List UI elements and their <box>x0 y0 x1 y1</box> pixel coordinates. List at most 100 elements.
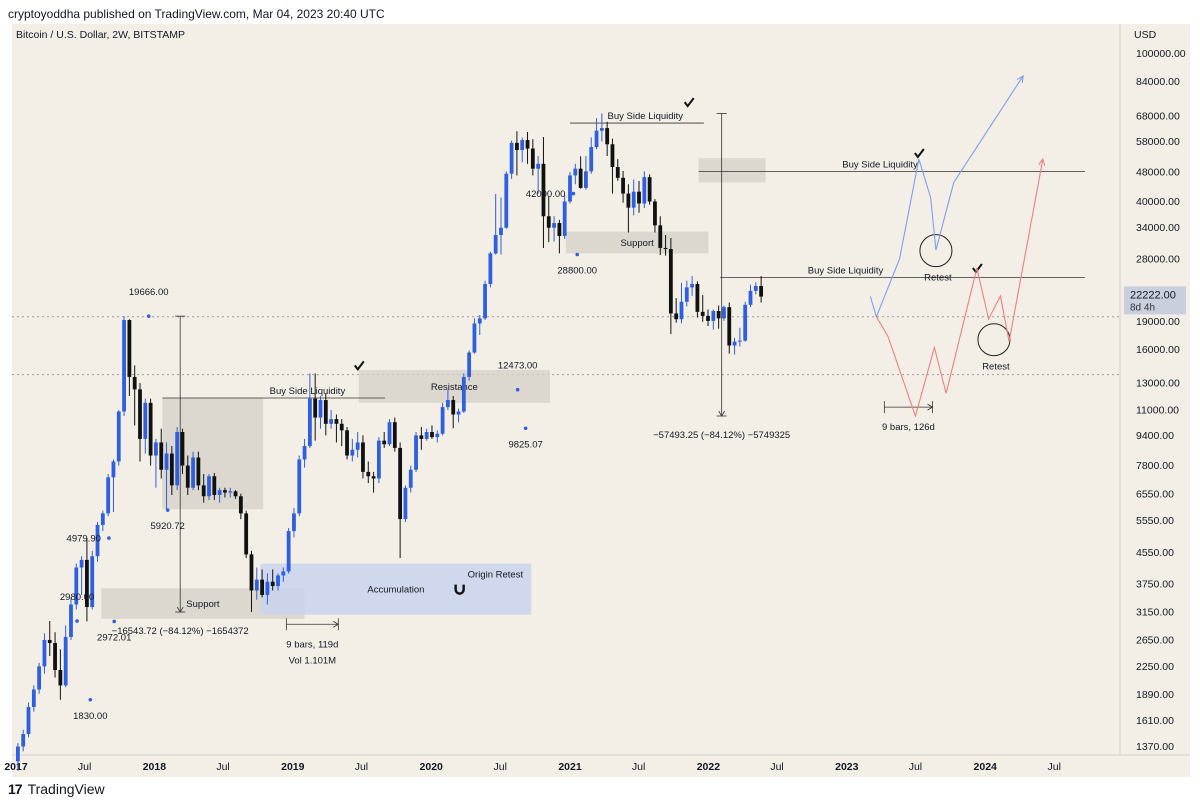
time-tick-label: 2020 <box>420 761 444 773</box>
candle-body <box>408 469 413 488</box>
retest-label: Retest <box>924 273 952 284</box>
candle <box>562 195 567 240</box>
candle <box>318 395 323 429</box>
time-tick-label: Jul <box>494 761 507 773</box>
candle <box>276 573 280 591</box>
price-axis-area <box>1120 24 1190 755</box>
candle-body <box>42 639 47 667</box>
candle-body <box>297 459 302 514</box>
candle-body <box>223 490 227 493</box>
candle-body <box>318 400 323 418</box>
candle-body <box>684 287 689 302</box>
price-tick-label: 2250.00 <box>1136 661 1174 673</box>
candle-body <box>599 128 604 131</box>
tradingview-footer[interactable]: 17 TradingView <box>8 781 105 797</box>
measure-arrow <box>176 606 184 613</box>
candle <box>175 427 180 491</box>
time-tick-label: 2021 <box>558 761 582 773</box>
candle <box>509 140 514 179</box>
measure-arrow <box>718 410 726 417</box>
candle <box>398 442 403 559</box>
candle <box>334 414 339 443</box>
plot-area <box>12 24 1120 755</box>
candle <box>292 507 296 538</box>
candle-body <box>79 559 84 568</box>
candle <box>568 172 572 204</box>
time-tick-label: Jul <box>909 761 922 773</box>
candle <box>191 451 195 491</box>
candle <box>260 569 264 598</box>
candle <box>85 538 89 622</box>
candle-body <box>382 440 387 445</box>
candle-body <box>477 318 482 324</box>
candle <box>26 702 31 738</box>
candle <box>557 219 562 254</box>
candle-body <box>85 559 89 607</box>
candle-body <box>631 191 636 208</box>
candle-body <box>58 670 63 686</box>
candle-body <box>201 485 206 497</box>
price-tick-label: 40000.00 <box>1136 196 1180 208</box>
price-tick-label: 7800.00 <box>1136 460 1174 472</box>
candle-body <box>743 304 748 341</box>
projection-arrowhead <box>1038 157 1046 166</box>
candle <box>748 284 753 308</box>
candle <box>711 309 716 330</box>
candle <box>637 181 641 213</box>
candle-body <box>238 496 243 514</box>
candle-body <box>334 419 339 424</box>
time-tick-label: Jul <box>355 761 368 773</box>
candle-body <box>148 402 153 456</box>
candle <box>605 121 610 157</box>
candle <box>302 438 307 468</box>
candle-body <box>350 449 355 456</box>
candle-body <box>143 402 148 439</box>
candle-body <box>69 604 73 637</box>
candle-body <box>138 389 142 439</box>
candle <box>446 389 450 411</box>
candle <box>53 632 57 678</box>
range-sub-label: Vol 1.101M <box>289 655 337 666</box>
candle-body <box>260 579 264 596</box>
origin-retest-label: Origin Retest <box>468 570 524 581</box>
candle-body <box>376 440 381 479</box>
candle <box>233 490 238 499</box>
time-tick-label: Jul <box>78 761 91 773</box>
candle <box>355 432 360 458</box>
candle <box>228 487 233 498</box>
candle-body <box>196 457 201 486</box>
candle-body <box>605 128 610 145</box>
price-label: 9825.07 <box>508 439 542 450</box>
candle <box>668 238 673 335</box>
candle <box>21 729 26 752</box>
price-label: 5920.72 <box>151 521 185 532</box>
measure-label: −57493.25 (−84.12%) −5749325 <box>653 430 790 441</box>
zone-box <box>358 369 550 403</box>
candle <box>541 137 546 248</box>
price-tick-label: 84000.00 <box>1136 76 1180 88</box>
candle <box>732 337 737 355</box>
candle-body <box>732 341 737 346</box>
candle-body <box>653 201 657 226</box>
candle-body <box>679 301 684 320</box>
candle-body <box>424 432 429 439</box>
candle <box>307 373 312 448</box>
candle-body <box>430 432 434 438</box>
candle-body <box>323 400 328 424</box>
candle <box>350 438 355 462</box>
range-arrow <box>927 403 934 411</box>
candle-body <box>530 148 535 169</box>
candle <box>159 428 164 479</box>
candle-body <box>371 476 376 479</box>
range-arrow <box>333 620 340 628</box>
price-label-marker <box>88 697 93 702</box>
price-label: 12473.00 <box>498 361 538 372</box>
price-tick-label: 5550.00 <box>1136 515 1174 527</box>
candle-body <box>100 513 105 525</box>
candle <box>461 373 466 413</box>
candle-body <box>663 247 668 250</box>
candle-body <box>212 476 217 496</box>
candle-body <box>626 193 631 208</box>
candle <box>552 216 556 242</box>
